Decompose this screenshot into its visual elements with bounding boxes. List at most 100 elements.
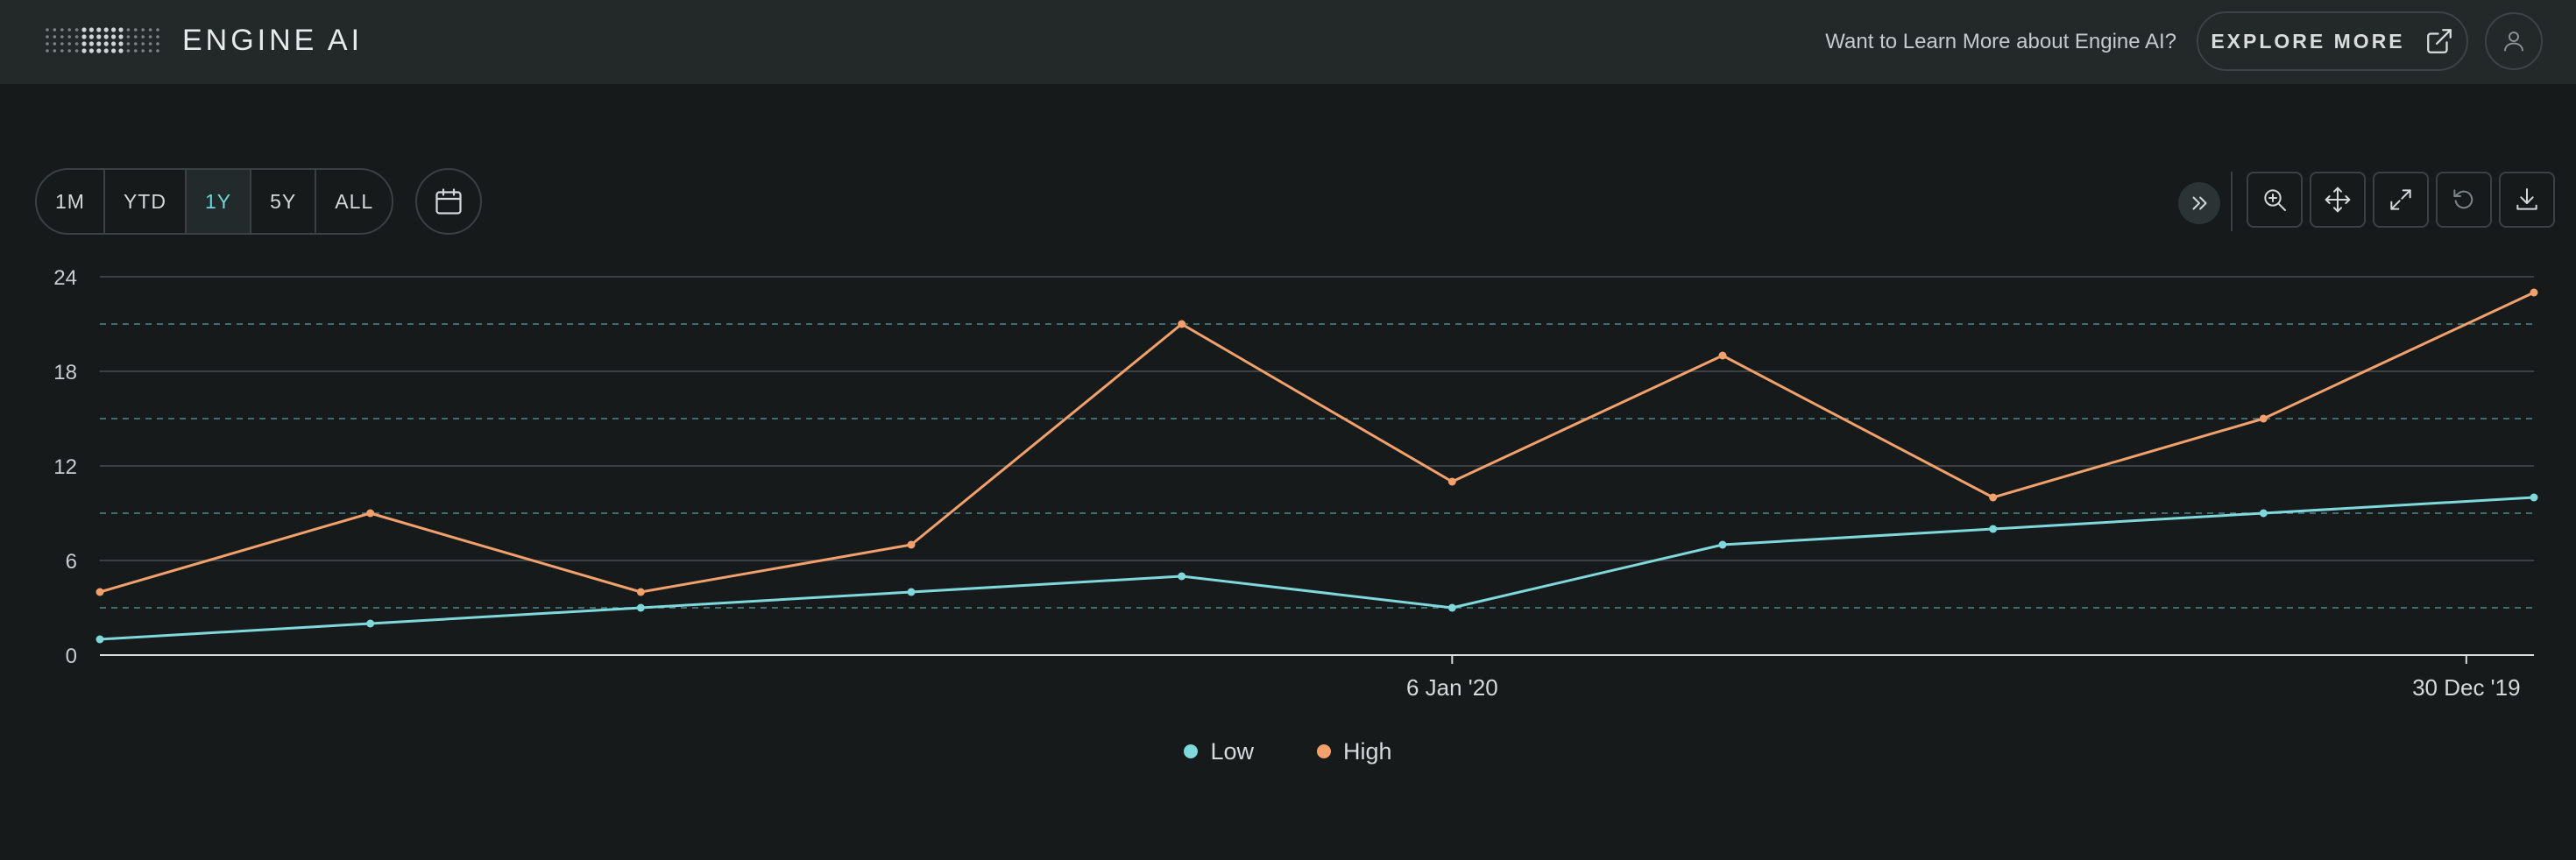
- logo-dot: [46, 28, 49, 32]
- logo-dot: [134, 49, 138, 53]
- user-icon: [2504, 32, 2523, 52]
- legend-dot-icon: [1184, 744, 1199, 758]
- range-button-all[interactable]: ALL: [335, 190, 374, 213]
- legend-dot-icon: [1317, 744, 1331, 758]
- logo-dot: [53, 35, 57, 39]
- logo-dot: [134, 42, 138, 46]
- logo-dot: [148, 28, 152, 32]
- download-button[interactable]: [2499, 172, 2555, 228]
- logo-dot: [74, 49, 79, 53]
- y-tick-label: 18: [53, 361, 77, 384]
- logo-dot: [74, 28, 79, 32]
- logo-dot: [60, 28, 64, 32]
- logo-dot: [134, 28, 138, 32]
- logo-dot: [141, 49, 145, 53]
- logo-dot: [103, 34, 109, 39]
- logo-dot: [60, 49, 64, 53]
- logo-dot: [126, 42, 131, 46]
- logo-dot: [156, 28, 159, 32]
- logo-dot: [111, 27, 117, 32]
- download-icon: [2516, 188, 2537, 210]
- logo-dot: [103, 27, 109, 32]
- logo-dot: [103, 48, 109, 53]
- x-tick-label: 30 Dec '19: [2412, 674, 2521, 701]
- logo-dot: [67, 42, 71, 46]
- logo-dot: [96, 27, 102, 32]
- data-point-low: [96, 635, 104, 644]
- logo-dot: [60, 35, 64, 39]
- explore-more-button[interactable]: EXPLORE MORE: [2197, 11, 2468, 71]
- logo-dot: [67, 28, 71, 32]
- range-button-1m[interactable]: 1M: [37, 170, 105, 233]
- logo-dot: [53, 49, 57, 53]
- logo-dot: [81, 41, 87, 46]
- logo-dot: [81, 27, 87, 32]
- logo-dot: [88, 27, 94, 32]
- data-point-high: [1718, 351, 1727, 360]
- range-button-1y[interactable]: 1Y: [186, 170, 252, 233]
- series-line-high: [99, 291, 2535, 594]
- logo-dot: [141, 42, 145, 46]
- logo-dot: [67, 49, 71, 53]
- legend-label: Low: [1210, 737, 1254, 765]
- data-point-low: [366, 619, 375, 628]
- data-point-high: [2530, 288, 2538, 297]
- logo-dot: [53, 42, 57, 46]
- logo-dot: [126, 49, 131, 53]
- collapse-toolbar-button[interactable]: [2178, 182, 2220, 224]
- legend-item-high[interactable]: High: [1317, 732, 1392, 771]
- logo-dot: [88, 34, 94, 39]
- logo-dot: [60, 42, 64, 46]
- zoom-in-icon: [2264, 189, 2286, 211]
- logo-dot: [141, 35, 145, 39]
- line-chart: 0 6 12 18 24 6 Jan '20 30 Dec '19: [53, 266, 2538, 701]
- range-button-5y[interactable]: 5Y: [251, 170, 317, 233]
- data-point-low: [636, 603, 645, 612]
- logo-dot: [156, 35, 159, 39]
- calendar-icon: [435, 188, 462, 215]
- y-tick-label: 24: [53, 266, 77, 290]
- logo-dot: [148, 49, 152, 53]
- logo-dot: [111, 34, 117, 39]
- legend-label: High: [1343, 737, 1392, 765]
- legend-item-low[interactable]: Low: [1184, 732, 1254, 771]
- logo-dot: [46, 42, 49, 46]
- top-bar: ENGINE AI Want to Learn More about Engin…: [0, 0, 2576, 84]
- data-point-low: [2530, 493, 2538, 502]
- y-tick-label: 0: [66, 645, 77, 668]
- logo-dot: [88, 48, 94, 53]
- logo-dot: [111, 41, 117, 46]
- pan-button[interactable]: [2310, 172, 2366, 228]
- logo-dot: [53, 28, 57, 32]
- reset-icon: [2453, 189, 2473, 209]
- fit-screen-icon: [2390, 189, 2411, 210]
- range-selector: 1M YTD 1Y 5Y ALL: [35, 168, 394, 235]
- range-button-ytd[interactable]: YTD: [105, 170, 187, 233]
- logo-dot: [81, 48, 87, 53]
- data-point-high: [907, 540, 916, 549]
- data-point-high: [96, 588, 104, 596]
- data-point-low: [1718, 540, 1727, 549]
- double-chevron-right-icon: [2192, 196, 2207, 210]
- logo-dot: [96, 48, 102, 53]
- pan-icon: [2325, 187, 2351, 213]
- data-point-high: [1989, 493, 1998, 502]
- fit-screen-button[interactable]: [2373, 172, 2429, 228]
- logo-text: ENGINE AI: [182, 24, 364, 57]
- data-point-low: [1447, 603, 1456, 612]
- logo-dot: [148, 35, 152, 39]
- user-avatar-button[interactable]: [2485, 12, 2543, 70]
- data-point-low: [907, 588, 916, 596]
- logo-dot: [118, 27, 124, 32]
- reset-button[interactable]: [2436, 172, 2492, 228]
- external-link-icon: [2426, 29, 2452, 53]
- calendar-button[interactable]: [415, 168, 482, 235]
- logo-dot: [81, 34, 87, 39]
- logo-dot: [96, 34, 102, 39]
- logo-dot: [74, 42, 79, 46]
- data-point-low: [2259, 509, 2268, 518]
- logo-dot: [141, 28, 145, 32]
- data-point-high: [366, 509, 375, 518]
- zoom-in-button[interactable]: [2247, 172, 2303, 228]
- logo-dot: [126, 28, 131, 32]
